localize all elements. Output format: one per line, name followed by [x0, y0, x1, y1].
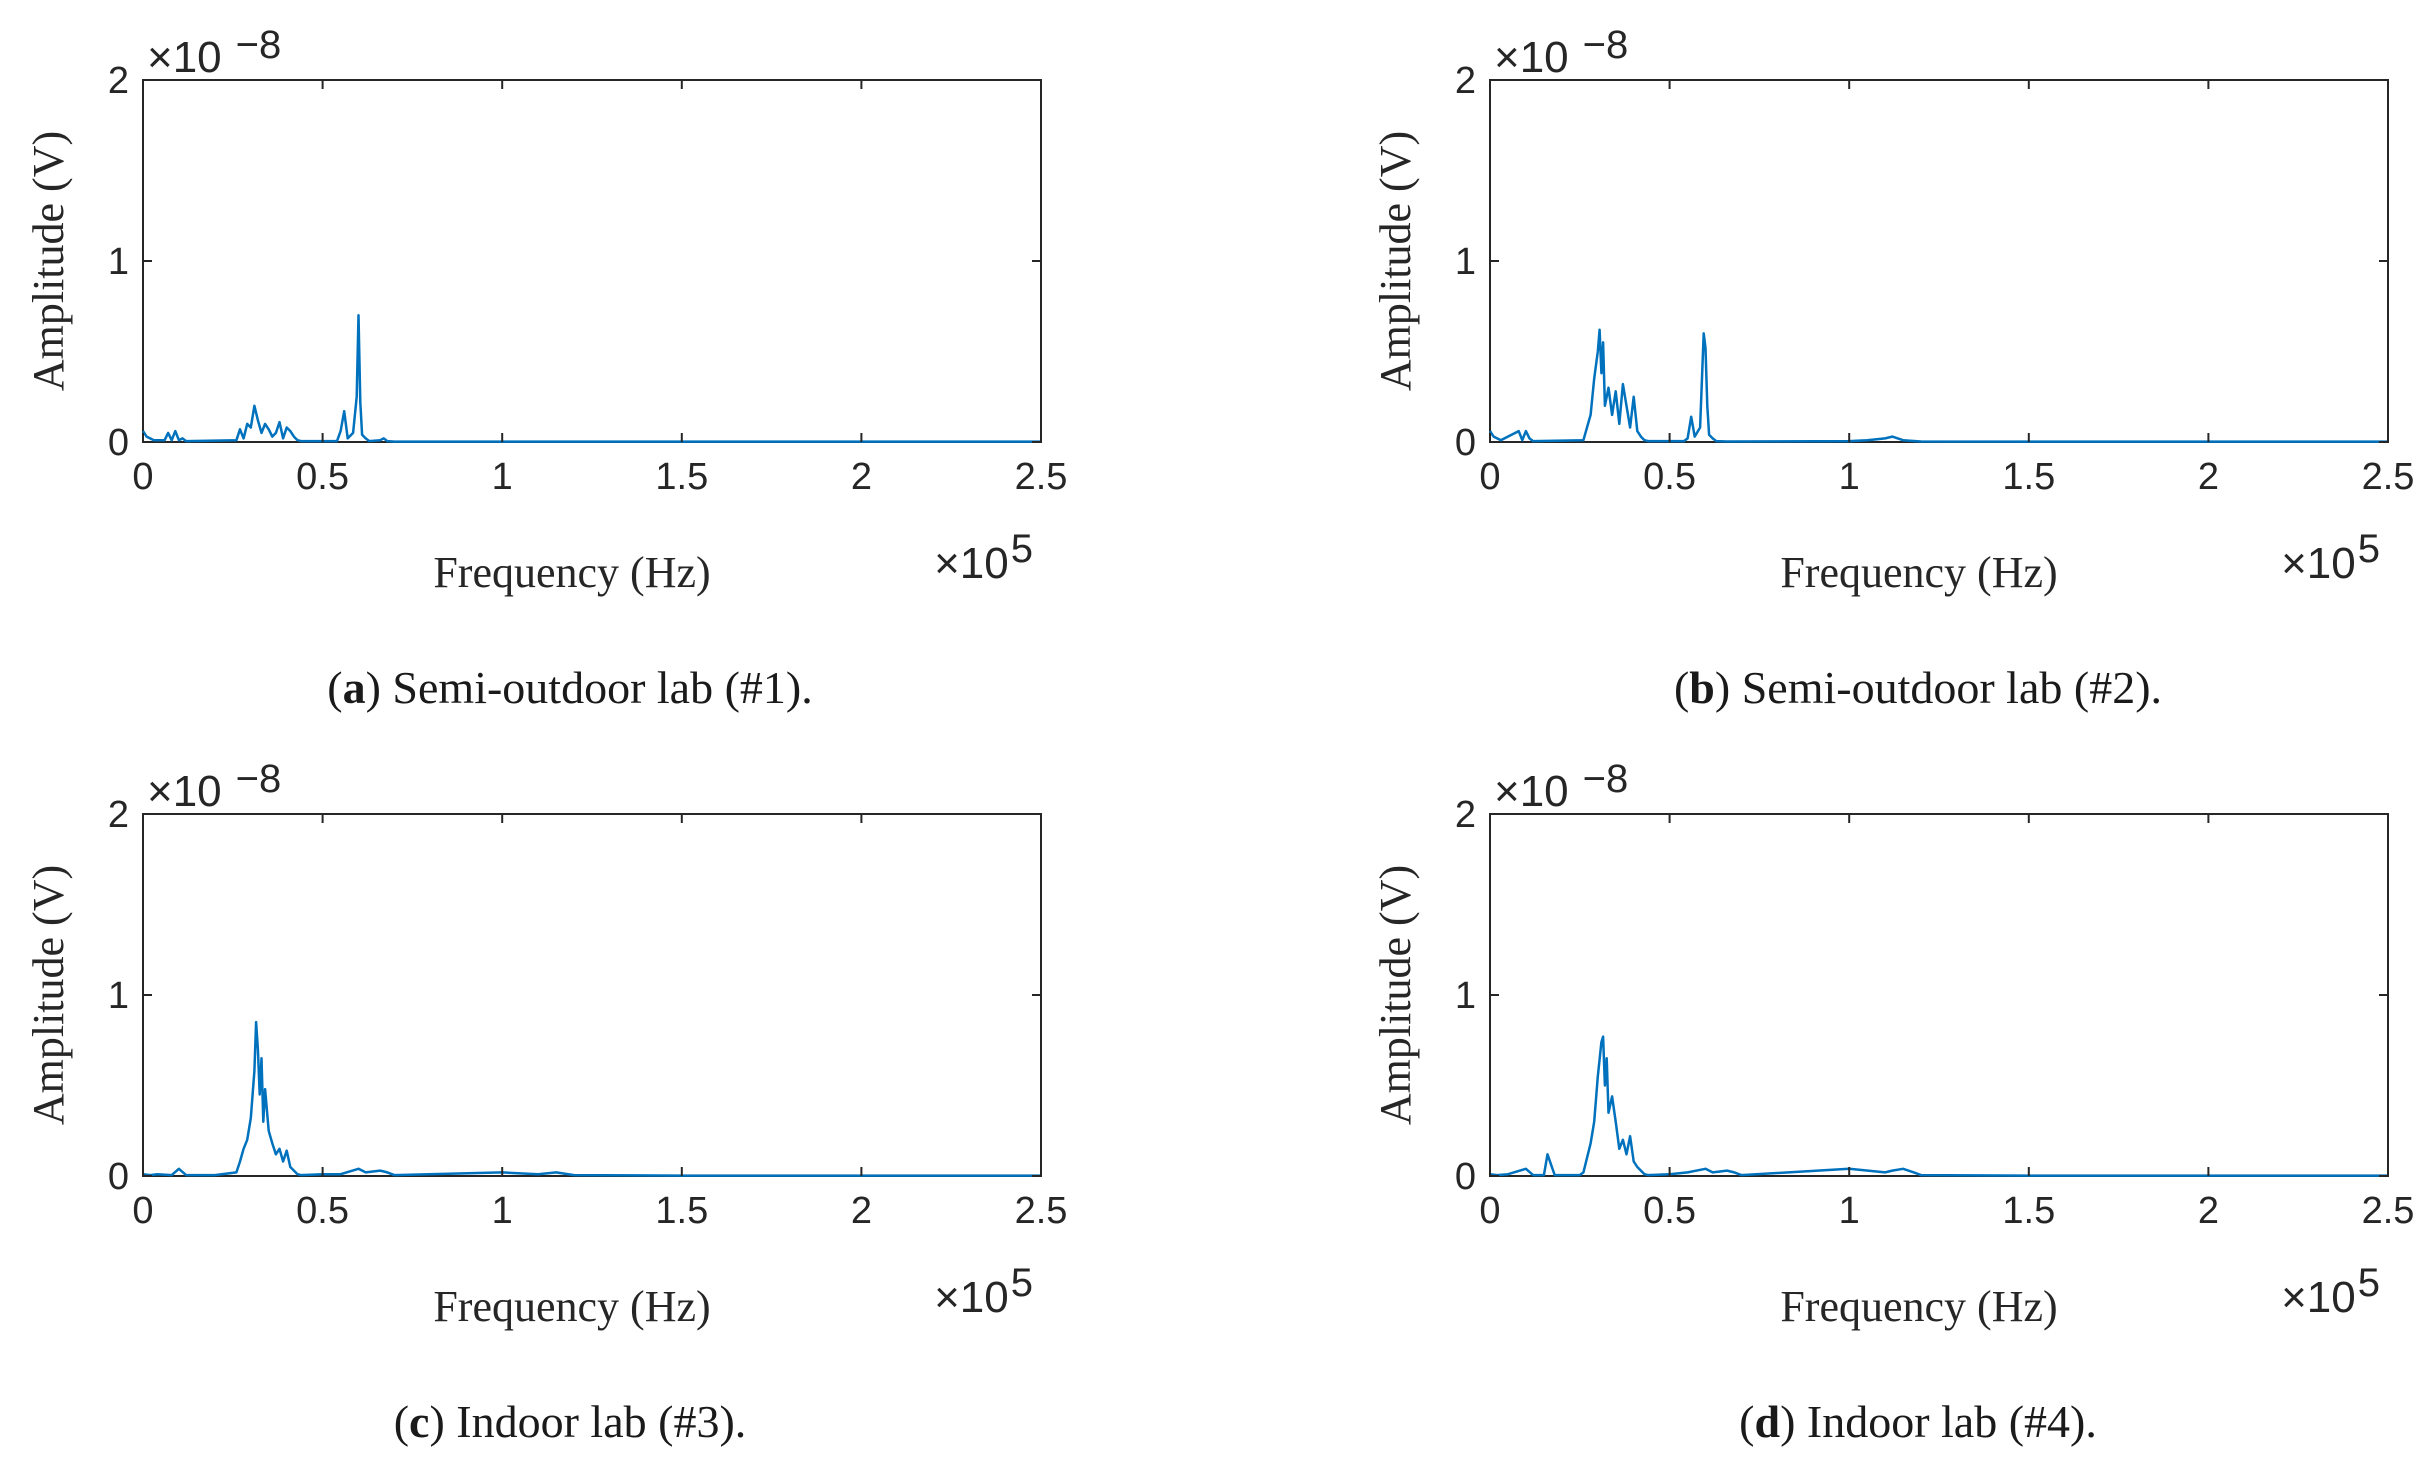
- x-tick-label: 0: [132, 1190, 153, 1232]
- x-axis-multiplier: ×105: [934, 1261, 1033, 1322]
- chart-panel-a: 0 0.5 1 1.5 2 2.5 0 1 2 ×10 −8 ×105 Frequency (Hz) Am…: [24, 23, 1067, 713]
- plot-area: [1489, 79, 2389, 443]
- x-tick-label: 2.5: [1015, 456, 1068, 498]
- x-tick-label: 2.5: [1015, 1190, 1068, 1232]
- panel-caption: (b) Semi-outdoor lab (#2).: [1674, 662, 2162, 713]
- y-tick-label: 2: [1455, 794, 1476, 836]
- y-axis-multiplier: ×10 −8: [147, 23, 281, 82]
- x-tick-label: 1.5: [2002, 1190, 2055, 1232]
- plot-area: [142, 79, 1042, 443]
- y-tick-label: 1: [108, 975, 129, 1017]
- x-axis-label: Frequency (Hz): [1780, 548, 2057, 597]
- x-axis-label: Frequency (Hz): [433, 548, 710, 597]
- x-tick-label: 1: [492, 456, 513, 498]
- plot-area: [142, 813, 1042, 1177]
- y-tick-label: 1: [108, 241, 129, 283]
- y-tick-label: 0: [108, 1156, 129, 1198]
- x-tick-label: 2: [2198, 1190, 2219, 1232]
- x-tick-label: 0: [1479, 456, 1500, 498]
- x-tick-label: 0: [132, 456, 153, 498]
- y-tick-label: 0: [1455, 422, 1476, 464]
- y-axis-label: Amplitude (V): [24, 865, 73, 1125]
- x-tick-label: 1.5: [655, 1190, 708, 1232]
- y-tick-label: 1: [1455, 975, 1476, 1017]
- series-line-1: [141, 314, 1041, 443]
- x-tick-label: 0.5: [1643, 1190, 1696, 1232]
- x-tick-label: 2.5: [2362, 456, 2415, 498]
- x-tick-label: 1: [492, 1190, 513, 1232]
- series-line-1: [142, 1020, 1041, 1177]
- chart-panel-b: 0 0.5 1 1.5 2 2.5 0 1 2 ×10 −8 ×105 Frequency (Hz) Am…: [1371, 23, 2414, 713]
- x-axis-multiplier: ×105: [2281, 1261, 2380, 1322]
- y-tick-label: 2: [108, 60, 129, 102]
- y-tick-label: 1: [1455, 241, 1476, 283]
- x-axis-multiplier: ×105: [2281, 527, 2380, 588]
- chart-panel-d: 0 0.5 1 1.5 2 2.5 0 1 2 ×10 −8 ×105 Frequency (Hz) Am…: [1371, 757, 2414, 1447]
- panel-caption: (d) Indoor lab (#4).: [1739, 1396, 2097, 1447]
- y-tick-label: 2: [1455, 60, 1476, 102]
- x-tick-label: 0.5: [296, 456, 349, 498]
- series-line-1: [1489, 1035, 2388, 1177]
- x-tick-label: 2: [851, 1190, 872, 1232]
- panel-caption: (a) Semi-outdoor lab (#1).: [327, 662, 812, 713]
- y-tick-label: 0: [108, 422, 129, 464]
- panel-caption: (c) Indoor lab (#3).: [394, 1396, 747, 1447]
- plot-area: [1489, 813, 2389, 1177]
- x-tick-label: 2.5: [2362, 1190, 2415, 1232]
- y-axis-multiplier: ×10 −8: [147, 757, 281, 816]
- x-tick-label: 1.5: [2002, 456, 2055, 498]
- y-tick-label: 2: [108, 794, 129, 836]
- x-axis-label: Frequency (Hz): [1780, 1282, 2057, 1331]
- series-line-1: [1488, 328, 2388, 443]
- x-tick-label: 1: [1839, 1190, 1860, 1232]
- x-tick-label: 0: [1479, 1190, 1500, 1232]
- x-tick-label: 2: [851, 456, 872, 498]
- chart-panel-c: 0 0.5 1 1.5 2 2.5 0 1 2 ×10 −8 ×105 Frequency (Hz) Am…: [24, 757, 1067, 1447]
- y-axis-multiplier: ×10 −8: [1494, 757, 1628, 816]
- x-tick-label: 0.5: [296, 1190, 349, 1232]
- y-tick-label: 0: [1455, 1156, 1476, 1198]
- x-tick-label: 0.5: [1643, 456, 1696, 498]
- x-axis-label: Frequency (Hz): [433, 1282, 710, 1331]
- x-axis-multiplier: ×105: [934, 527, 1033, 588]
- x-tick-label: 1.5: [655, 456, 708, 498]
- y-axis-label: Amplitude (V): [1371, 131, 1420, 391]
- y-axis-label: Amplitude (V): [1371, 865, 1420, 1125]
- y-axis-multiplier: ×10 −8: [1494, 23, 1628, 82]
- x-tick-label: 1: [1839, 456, 1860, 498]
- x-tick-label: 2: [2198, 456, 2219, 498]
- y-axis-label: Amplitude (V): [24, 131, 73, 391]
